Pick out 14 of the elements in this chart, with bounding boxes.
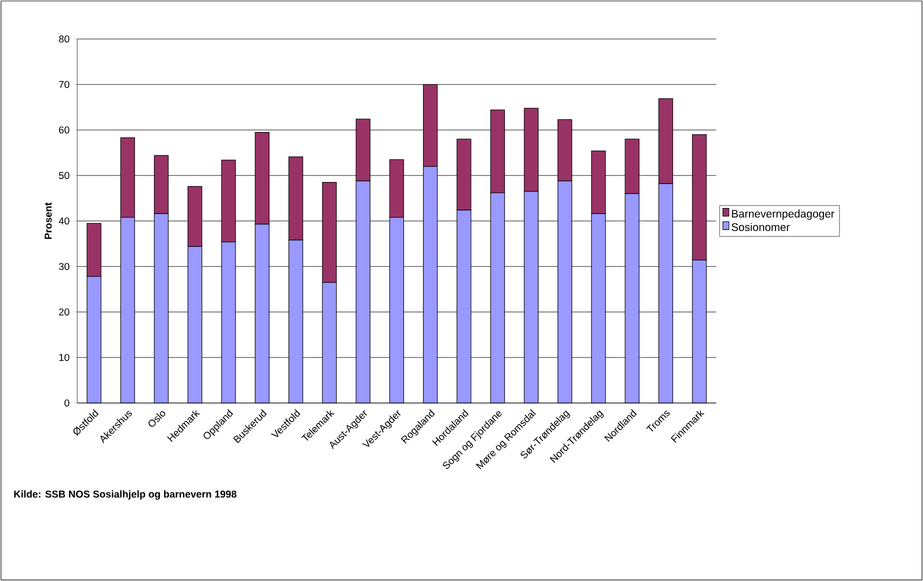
legend-label: Barnevernpedagoger	[732, 210, 834, 220]
y-tick-label: 0	[64, 399, 70, 407]
x-tick-label: Oslo	[148, 411, 166, 427]
y-tick-label: 40	[58, 217, 70, 225]
y-tick-label: 80	[58, 35, 70, 43]
y-tick-label: 70	[59, 80, 70, 88]
y-tick-label: 10	[59, 354, 70, 362]
y-tick-label: 20	[59, 308, 70, 316]
y-tick-label: 50	[58, 172, 70, 180]
y-axis-title: Prosent	[44, 202, 52, 239]
y-tick-label: 30	[58, 262, 70, 270]
legend-label: Sosionomer	[732, 222, 790, 232]
text: Kilde: SSB NOS Sosialhjelp og barnevern 1998	[14, 490, 236, 500]
y-tick-label: 60	[59, 126, 70, 134]
